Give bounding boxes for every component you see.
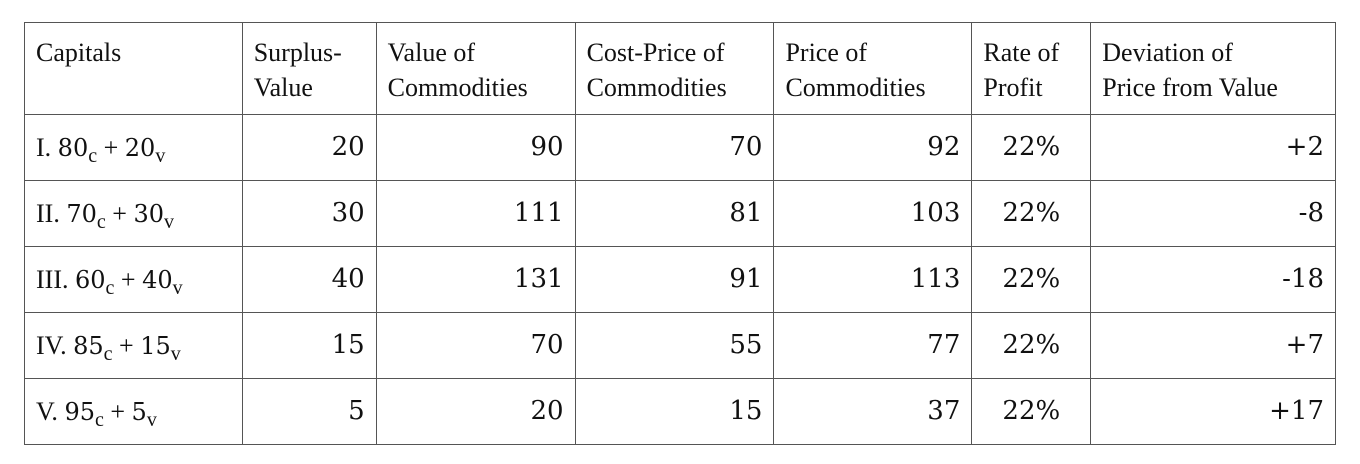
capital-numeral: V.	[36, 396, 58, 426]
capitals-table: Capitals Surplus- Value Value of Commodi…	[24, 22, 1336, 445]
rate-of-profit-cell: 22%	[971, 312, 1092, 379]
cost-price-cell: 15	[574, 378, 775, 445]
price-cell: 77	[773, 312, 973, 379]
capital-numeral: III.	[36, 264, 69, 294]
price-cell: 92	[773, 114, 973, 181]
header-rate-of-profit-line2: Profit	[983, 73, 1043, 102]
variable-capital: 15	[140, 331, 171, 360]
value-of-commodities-cell: 70	[375, 312, 576, 379]
header-price-line2: Commodities	[785, 73, 926, 102]
header-price-line1: Price of	[785, 38, 868, 67]
header-surplus-value: Surplus- Value	[241, 22, 377, 115]
table-row: IV. 85c + 15v 15 70 55 77 22% +7	[24, 312, 1336, 379]
value-of-commodities-cell: 111	[375, 180, 576, 247]
header-deviation-line2: Price from Value	[1102, 73, 1278, 102]
cost-price-cell: 55	[574, 312, 775, 379]
price-cell: 113	[773, 246, 973, 313]
rate-of-profit-cell: 22%	[971, 246, 1092, 313]
table-row: I. 80c + 20v 20 90 70 92 22% +2	[24, 114, 1336, 181]
cost-price-cell: 91	[574, 246, 775, 313]
surplus-value-cell: 5	[241, 378, 377, 445]
constant-capital: 70	[66, 199, 97, 228]
deviation-cell: +7	[1090, 312, 1336, 379]
capital-cell: V. 95c + 5v	[24, 378, 243, 445]
variable-capital: 20	[124, 133, 156, 162]
constant-capital: 95	[64, 397, 95, 426]
header-row: Capitals Surplus- Value Value of Commodi…	[24, 22, 1336, 115]
price-cell: 103	[773, 180, 973, 247]
constant-subscript: c	[96, 210, 106, 233]
plus-sign: +	[119, 330, 134, 360]
capital-cell: III. 60c + 40v	[24, 246, 243, 313]
capital-cell: I. 80c + 20v	[24, 114, 243, 181]
header-capitals-line1: Capitals	[36, 38, 122, 67]
constant-subscript: c	[94, 408, 104, 431]
capital-numeral: IV.	[36, 330, 67, 360]
header-price: Price of Commodities	[773, 22, 973, 115]
deviation-cell: -8	[1090, 180, 1336, 247]
header-value-of-commodities-line2: Commodities	[387, 73, 528, 102]
deviation-cell: +17	[1090, 378, 1336, 445]
header-surplus-value-line1: Surplus-	[253, 38, 342, 67]
value-of-commodities-cell: 131	[375, 246, 576, 313]
surplus-value-cell: 40	[241, 246, 377, 313]
constant-subscript: c	[105, 276, 115, 299]
header-deviation: Deviation of Price from Value	[1090, 22, 1336, 115]
deviation-cell: +2	[1090, 114, 1336, 181]
variable-capital: 30	[133, 199, 164, 228]
capital-numeral: I.	[36, 132, 52, 162]
capital-numeral: II.	[36, 198, 60, 228]
constant-capital: 60	[74, 265, 106, 294]
price-cell: 37	[773, 378, 973, 445]
header-cost-price: Cost-Price of Commodities	[574, 22, 775, 115]
constant-subscript: c	[88, 144, 98, 167]
table-row: V. 95c + 5v 5 20 15 37 22% +17	[24, 378, 1336, 445]
header-deviation-line1: Deviation of	[1102, 38, 1233, 67]
variable-capital: 5	[131, 397, 147, 426]
variable-subscript: v	[170, 342, 181, 365]
constant-capital: 85	[73, 331, 104, 360]
variable-subscript: v	[155, 144, 166, 167]
header-capitals: Capitals	[24, 22, 243, 115]
plus-sign: +	[103, 132, 119, 162]
plus-sign: +	[110, 396, 126, 426]
cost-price-cell: 81	[574, 180, 775, 247]
constant-subscript: c	[103, 342, 113, 365]
header-surplus-value-line2: Value	[253, 73, 313, 102]
variable-subscript: v	[172, 276, 183, 299]
plus-sign: +	[112, 198, 127, 228]
surplus-value-cell: 20	[241, 114, 377, 181]
value-of-commodities-cell: 90	[375, 114, 576, 181]
deviation-cell: -18	[1090, 246, 1336, 313]
header-cost-price-line2: Commodities	[586, 73, 727, 102]
cost-price-cell: 70	[574, 114, 775, 181]
rate-of-profit-cell: 22%	[971, 180, 1092, 247]
rate-of-profit-cell: 22%	[971, 114, 1092, 181]
header-rate-of-profit-line1: Rate of	[983, 38, 1060, 67]
header-rate-of-profit: Rate of Profit	[971, 22, 1092, 115]
surplus-value-cell: 30	[241, 180, 377, 247]
variable-subscript: v	[163, 210, 174, 233]
table-row: II. 70c + 30v 30 111 81 103 22% -8	[24, 180, 1336, 247]
rate-of-profit-cell: 22%	[971, 378, 1092, 445]
capital-cell: IV. 85c + 15v	[24, 312, 243, 379]
surplus-value-cell: 15	[241, 312, 377, 379]
constant-capital: 80	[57, 133, 89, 162]
value-of-commodities-cell: 20	[375, 378, 576, 445]
header-value-of-commodities-line1: Value of	[387, 38, 476, 67]
capital-cell: II. 70c + 30v	[24, 180, 243, 247]
header-cost-price-line1: Cost-Price of	[586, 38, 725, 67]
variable-subscript: v	[146, 408, 157, 431]
header-value-of-commodities: Value of Commodities	[375, 22, 576, 115]
variable-capital: 40	[142, 265, 173, 294]
table-row: III. 60c + 40v 40 131 91 113 22% -18	[24, 246, 1336, 313]
plus-sign: +	[120, 264, 136, 294]
